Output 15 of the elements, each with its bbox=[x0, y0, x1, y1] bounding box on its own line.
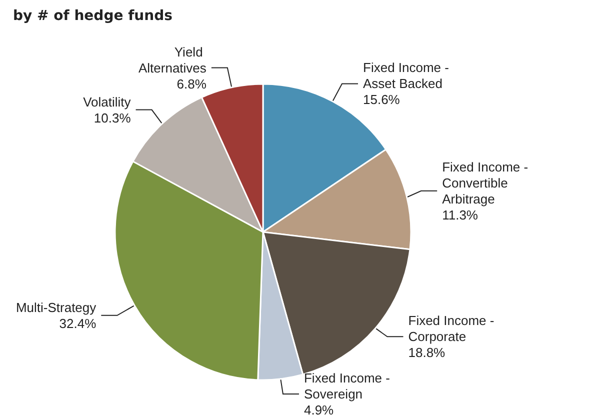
data-label: 4.9% bbox=[304, 402, 334, 418]
chart-title: by # of hedge funds bbox=[13, 8, 172, 24]
data-label: 18.8% bbox=[408, 345, 446, 360]
data-label: 15.6% bbox=[363, 92, 400, 108]
slice-label: Fixed Income - Corporate bbox=[408, 313, 498, 344]
slice-label: Yield Alternatives bbox=[138, 44, 207, 76]
data-label: 32.4% bbox=[59, 316, 97, 331]
slice-label: Volatility bbox=[83, 94, 132, 110]
slice-label: Fixed Income - Convertible Arbitrage bbox=[442, 159, 532, 206]
slice-label: Fixed Income - Asset Backed bbox=[363, 60, 453, 92]
data-label: 10.3% bbox=[94, 110, 132, 126]
slice-label: Multi-Strategy bbox=[16, 300, 97, 315]
data-label: 11.3% bbox=[442, 207, 478, 222]
data-label: 6.8% bbox=[176, 76, 207, 92]
slice-label: Fixed Income - Sovereign bbox=[304, 370, 394, 402]
